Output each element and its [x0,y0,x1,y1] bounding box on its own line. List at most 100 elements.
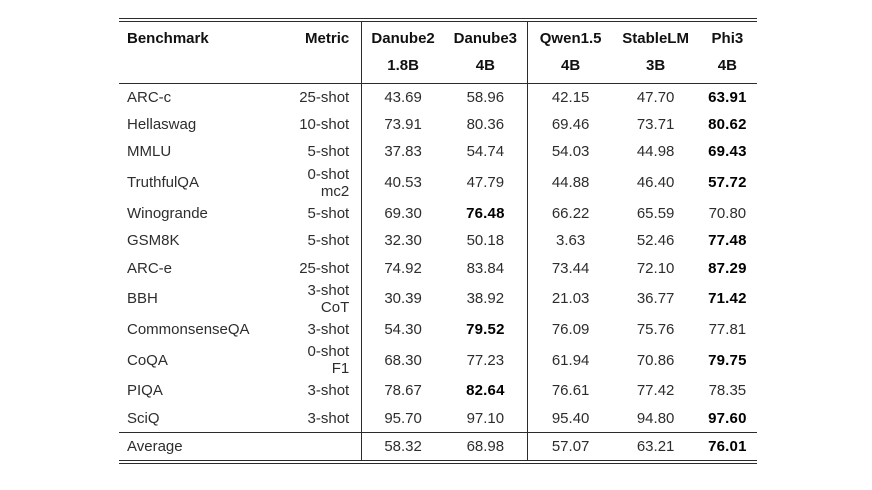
metric-cell: 10-shot [299,116,350,134]
score-cell: 75.76 [636,321,675,339]
average-row-section: Average 58.32 68.98 57.07 63.21 76.01 [119,431,757,461]
score-cell: 95.70 [361,404,444,433]
score-cell: 63.21 [613,431,698,461]
metric-cell: 0-shot F1 [307,343,350,378]
score-cell: 87.29 [708,259,747,277]
col-header-stablelm: StableLM 3B [613,21,698,84]
benchmark-name: SciQ [127,409,160,427]
benchmark-name: Winogrande [127,204,208,222]
metric-cell: 0-shot mc2 [307,165,350,200]
average-label: Average [119,431,288,461]
table-row: CoQA 0-shot F1 68.30 77.23 61.94 70.86 79.75 [119,343,757,378]
score-cell: 73.44 [526,254,614,282]
score-cell: 47.70 [636,88,675,106]
col-header-danube3: Danube3 4B [443,21,528,84]
model-size: 4B [475,57,495,74]
score-cell: 76.09 [526,315,614,344]
score-cell: 63.91 [708,88,747,106]
score-cell: 57.07 [526,431,614,461]
col-header-qwen15: Qwen1.5 4B [526,21,614,84]
score-cell: 69.30 [361,199,444,228]
model-size: 4B [561,57,581,74]
benchmark-name: PIQA [127,382,163,400]
score-cell: 83.84 [466,259,505,277]
average-row: Average 58.32 68.98 57.07 63.21 76.01 [119,431,757,461]
score-cell: 94.80 [636,409,675,427]
table-row: CommonsenseQA 3-shot 54.30 79.52 76.09 75.76 7… [119,315,757,344]
score-cell: 65.59 [636,204,675,222]
benchmark-name: Hellaswag [127,116,197,134]
score-cell: 66.22 [526,199,614,228]
score-cell: 77.81 [708,321,747,339]
table-row: BBH 3-shot CoT 30.39 38.92 21.03 36.77 71.42 [119,281,757,316]
metric-cell: 3-shot [307,409,350,427]
metric-cell: 25-shot [299,88,350,106]
score-cell: 77.48 [708,232,747,250]
score-cell: 73.71 [636,116,675,134]
score-cell: 70.80 [708,204,747,222]
score-cell: 70.86 [636,351,675,369]
score-cell: 73.91 [361,110,444,139]
score-cell: 46.40 [636,174,675,192]
score-cell: 37.83 [361,138,444,166]
benchmark-name: ARC-e [127,259,173,277]
benchmark-name: GSM8K [127,232,180,250]
score-cell: 57.72 [708,174,747,192]
score-cell: 76.61 [526,377,614,405]
metric-cell [287,431,362,461]
score-cell: 79.52 [466,321,505,339]
table-row: MMLU 5-shot 37.83 54.74 54.03 44.98 69.43 [119,138,757,166]
benchmark-name: BBH [127,290,158,308]
score-cell: 44.88 [526,165,614,200]
score-cell: 61.94 [526,343,614,378]
score-cell: 58.96 [466,88,505,106]
model-name: Qwen1.5 [539,30,602,47]
score-cell: 77.42 [636,382,675,400]
benchmark-name: TruthfulQA [127,174,199,192]
score-cell: 43.69 [361,83,444,111]
score-cell: 40.53 [361,165,444,200]
benchmark-name: CoQA [127,351,168,369]
score-cell: 21.03 [526,281,614,316]
metric-cell: 3-shot CoT [307,281,350,316]
benchmark-table-wrapper: Benchmark Metric Danube2 1.8B Danube3 4B… [119,18,757,464]
table-row: ARC-e 25-shot 74.92 83.84 73.44 72.10 87.29 [119,254,757,282]
header-row: Benchmark Metric Danube2 1.8B Danube3 4B… [119,21,757,84]
metric-cell: 25-shot [299,259,350,277]
metric-cell: 5-shot [307,204,350,222]
score-cell: 76.01 [697,431,757,461]
table-row: ARC-c 25-shot 43.69 58.96 42.15 47.70 63.91 [119,83,757,111]
score-cell: 97.60 [708,409,747,427]
score-cell: 44.98 [636,143,675,161]
score-cell: 69.43 [708,143,747,161]
score-cell: 47.79 [466,174,505,192]
score-cell: 78.67 [361,377,444,405]
table-row: Winogrande 5-shot 69.30 76.48 66.22 65.59 70.8… [119,199,757,228]
score-cell: 58.32 [361,431,444,461]
table-row: SciQ 3-shot 95.70 97.10 95.40 94.80 97.60 [119,404,757,433]
score-cell: 95.40 [526,404,614,433]
score-cell: 36.77 [636,290,675,308]
score-cell: 42.15 [526,83,614,111]
score-cell: 76.48 [466,204,505,222]
table-row: PIQA 3-shot 78.67 82.64 76.61 77.42 78.35 [119,377,757,405]
score-cell: 79.75 [708,351,747,369]
score-cell: 71.42 [708,290,747,308]
benchmark-rows: ARC-c 25-shot 43.69 58.96 42.15 47.70 63.91 Hel… [119,83,757,433]
metric-cell: 5-shot [307,143,350,161]
score-cell: 69.46 [526,110,614,139]
score-cell: 74.92 [361,254,444,282]
score-cell: 54.03 [526,138,614,166]
score-cell: 30.39 [361,281,444,316]
model-name: StableLM [622,30,689,47]
score-cell: 68.98 [443,431,528,461]
metric-cell: 3-shot [307,321,350,339]
benchmark-table: Benchmark Metric Danube2 1.8B Danube3 4B… [119,21,757,461]
table-row: TruthfulQA 0-shot mc2 40.53 47.79 44.88 46.40… [119,165,757,200]
col-header-benchmark: Benchmark [119,21,288,84]
model-size: 1.8B [387,57,419,74]
score-cell: 52.46 [636,232,675,250]
model-size: 3B [646,57,666,74]
col-header-metric: Metric [287,21,362,84]
benchmark-name: MMLU [127,143,172,161]
